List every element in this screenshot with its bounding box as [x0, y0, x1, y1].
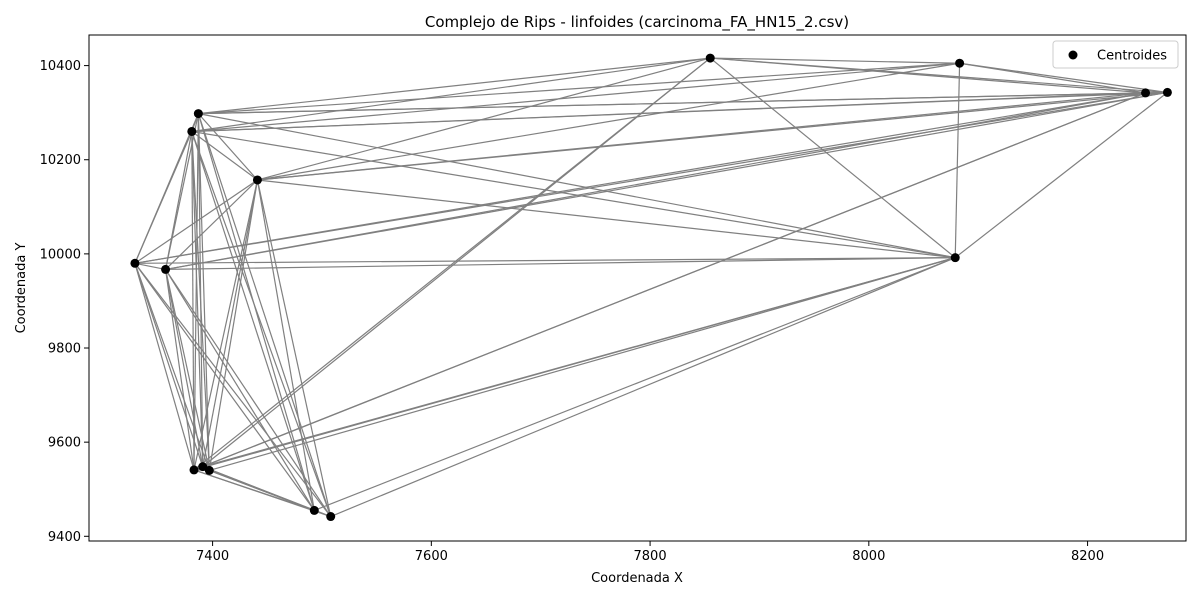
edge-line	[191, 130, 956, 259]
edge-line	[191, 62, 960, 133]
x-tick-label: 7600	[415, 549, 448, 564]
edge-line	[165, 269, 315, 511]
y-axis-label: Coordenada Y	[14, 243, 29, 334]
edge-line	[198, 91, 1168, 115]
edge-line	[257, 57, 711, 181]
centroid-point	[198, 462, 208, 472]
edge-line	[208, 179, 259, 471]
centroid-point	[705, 53, 715, 63]
edge-line	[197, 113, 258, 181]
edge-line	[197, 113, 204, 467]
centroid-point	[955, 58, 965, 68]
edge-line	[193, 179, 259, 471]
centroid-point	[1141, 88, 1151, 98]
edge-line	[191, 91, 1168, 133]
edge-line	[134, 113, 199, 264]
x-tick-label: 7800	[634, 549, 667, 564]
edge-line	[256, 179, 315, 511]
x-tick-label: 8200	[1071, 549, 1104, 564]
legend-label: Centroides	[1097, 49, 1167, 64]
edge-line	[197, 113, 332, 517]
x-tick-label: 7400	[196, 549, 229, 564]
y-tick-label: 10400	[40, 59, 81, 74]
edge-line	[202, 92, 1146, 468]
edge-line	[330, 257, 956, 518]
edge-line	[191, 131, 332, 517]
edge-line	[959, 62, 1168, 94]
edge-line	[954, 91, 1168, 259]
edge-line	[165, 91, 1168, 270]
edge-line	[191, 131, 195, 470]
edge-line	[134, 263, 195, 471]
edge-line	[165, 179, 258, 270]
edge-line	[209, 257, 956, 471]
edge-line	[257, 91, 1168, 181]
edge-line	[257, 179, 956, 259]
edge-line	[256, 179, 332, 517]
legend-box	[1052, 40, 1179, 69]
plot-frame	[88, 34, 1187, 542]
legend-marker	[1068, 50, 1078, 60]
edge-line	[198, 57, 711, 115]
points-layer	[130, 53, 1172, 522]
edge-line	[134, 91, 1168, 264]
centroid-point	[252, 175, 262, 185]
edge-line	[710, 57, 960, 64]
centroid-point	[130, 258, 140, 268]
y-axis-ticks: 9400 9600 9800 10000 10200 10400	[40, 59, 89, 545]
edge-line	[165, 257, 956, 271]
edge-line	[191, 131, 204, 467]
y-tick-label: 9800	[48, 342, 81, 357]
centroid-point	[1162, 87, 1172, 97]
edge-line	[134, 263, 204, 467]
edge-line	[202, 179, 259, 467]
edge-line	[134, 262, 166, 270]
edge-line	[202, 57, 711, 468]
edge-line	[134, 262, 332, 517]
centroid-point	[187, 126, 197, 136]
centroid-point	[950, 253, 960, 263]
x-axis-ticks: 7400 7600 7800 8000 8200	[196, 541, 1104, 564]
x-tick-label: 8000	[852, 549, 885, 564]
centroid-point	[193, 109, 203, 119]
edge-line	[709, 57, 956, 259]
edge-line	[134, 262, 315, 511]
edge-line	[191, 131, 258, 181]
edge-line	[257, 62, 960, 181]
edge-line	[198, 62, 960, 115]
edge-line	[164, 269, 204, 467]
edge-line	[314, 257, 956, 511]
edge-line	[164, 113, 199, 270]
legend: Centroides	[1052, 40, 1179, 69]
y-tick-label: 10200	[40, 153, 81, 168]
edge-line	[198, 113, 956, 259]
edge-line	[191, 131, 315, 511]
edge-line	[164, 269, 195, 471]
edge-line	[202, 257, 956, 468]
centroid-point	[189, 465, 199, 475]
y-tick-label: 9600	[48, 436, 81, 451]
centroid-point	[326, 512, 336, 522]
edges-layer	[134, 57, 1168, 518]
centroid-point	[204, 465, 214, 475]
y-tick-label: 9400	[48, 530, 81, 545]
y-tick-label: 10000	[40, 247, 81, 262]
edge-line	[193, 113, 199, 470]
edge-line	[193, 469, 331, 518]
edge-line	[710, 57, 1168, 94]
centroid-point	[161, 264, 171, 274]
x-axis-label: Coordenada X	[591, 571, 683, 586]
edge-line	[191, 57, 711, 133]
chart-title: Complejo de Rips - linfoides (carcinoma_…	[425, 13, 849, 32]
edge-line	[954, 63, 961, 258]
centroid-point	[309, 505, 319, 515]
edge-line	[197, 113, 315, 511]
